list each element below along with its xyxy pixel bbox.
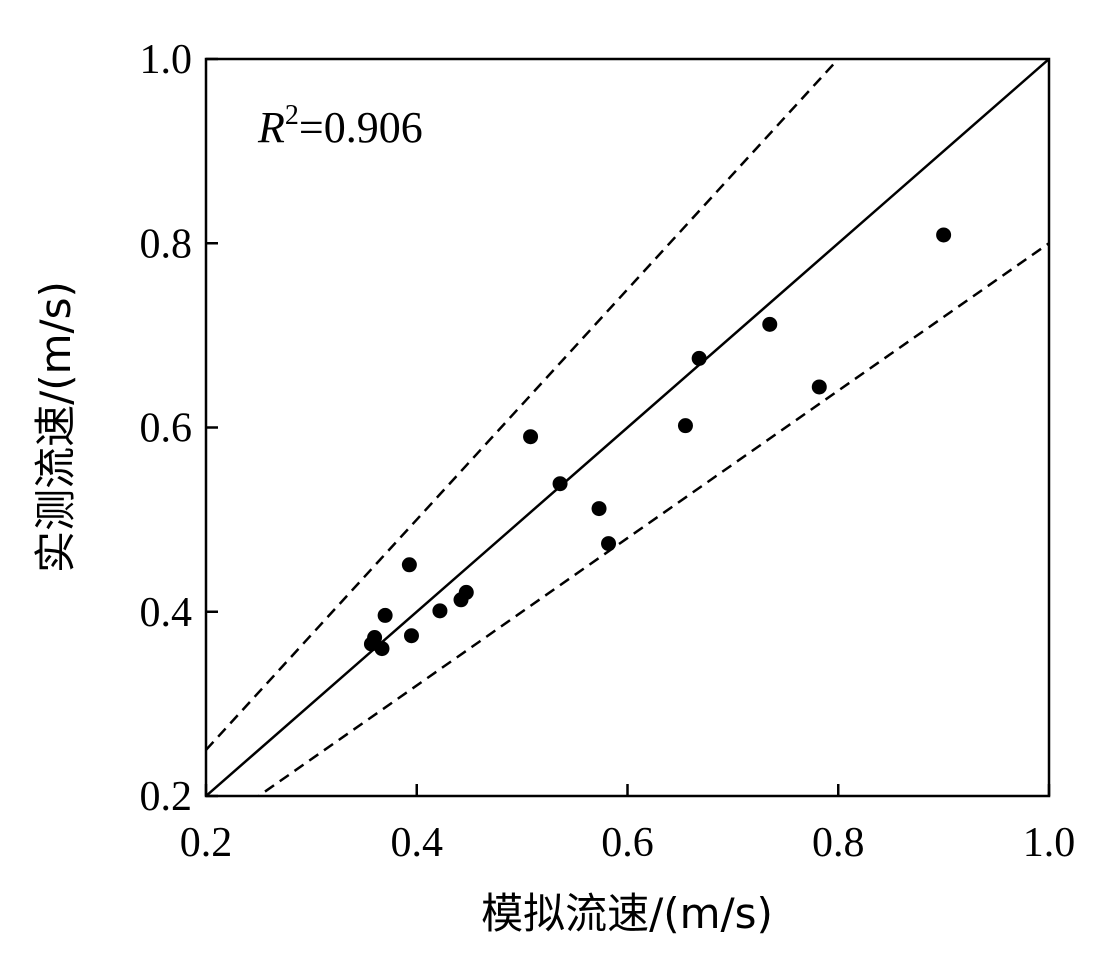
data-point: [401, 557, 417, 573]
x-tick-label: 0.2: [180, 820, 233, 866]
data-point: [591, 501, 607, 517]
data-point: [936, 227, 952, 243]
reference-lines: [206, 59, 1049, 796]
identity-line: [206, 59, 1049, 796]
y-tick-label: 1.0: [140, 37, 193, 83]
x-tick-label: 0.4: [391, 820, 444, 866]
y-tick-label: 0.8: [140, 221, 193, 267]
data-point: [811, 379, 827, 395]
x-tick-label: 0.8: [812, 820, 865, 866]
data-point: [403, 628, 419, 644]
dashed-bound-line-2: [256, 242, 1049, 796]
data-point: [432, 603, 448, 619]
x-axis-ticks: 0.2 0.4 0.6 0.8 1.0: [180, 784, 1076, 866]
x-tick-label: 0.6: [601, 820, 654, 866]
data-point: [377, 607, 393, 623]
data-point: [523, 429, 539, 445]
data-point: [601, 536, 617, 552]
data-point: [677, 418, 693, 434]
y-axis-ticks: 0.2 0.4 0.6 0.8 1.0: [140, 37, 218, 820]
data-point: [691, 350, 707, 366]
y-axis-title: 实测流速/(m/s): [31, 281, 80, 573]
y-tick-label: 0.4: [140, 590, 193, 636]
r-squared-value: =0.906: [299, 103, 423, 152]
data-point: [367, 630, 383, 646]
data-point: [552, 476, 568, 492]
r-squared-sup: 2: [285, 100, 299, 131]
data-point: [762, 316, 778, 332]
y-tick-label: 0.6: [140, 406, 193, 452]
data-point: [458, 584, 474, 600]
r-squared-annotation: R2=0.906: [257, 100, 423, 152]
x-axis-title: 模拟流速/(m/s): [481, 889, 773, 938]
x-tick-label: 1.0: [1023, 820, 1076, 866]
r-squared-var: R: [257, 103, 285, 152]
data-points: [363, 227, 952, 657]
dashed-bound-line-1: [206, 59, 840, 751]
y-tick-label: 0.2: [140, 774, 193, 820]
data-point: [374, 641, 390, 657]
